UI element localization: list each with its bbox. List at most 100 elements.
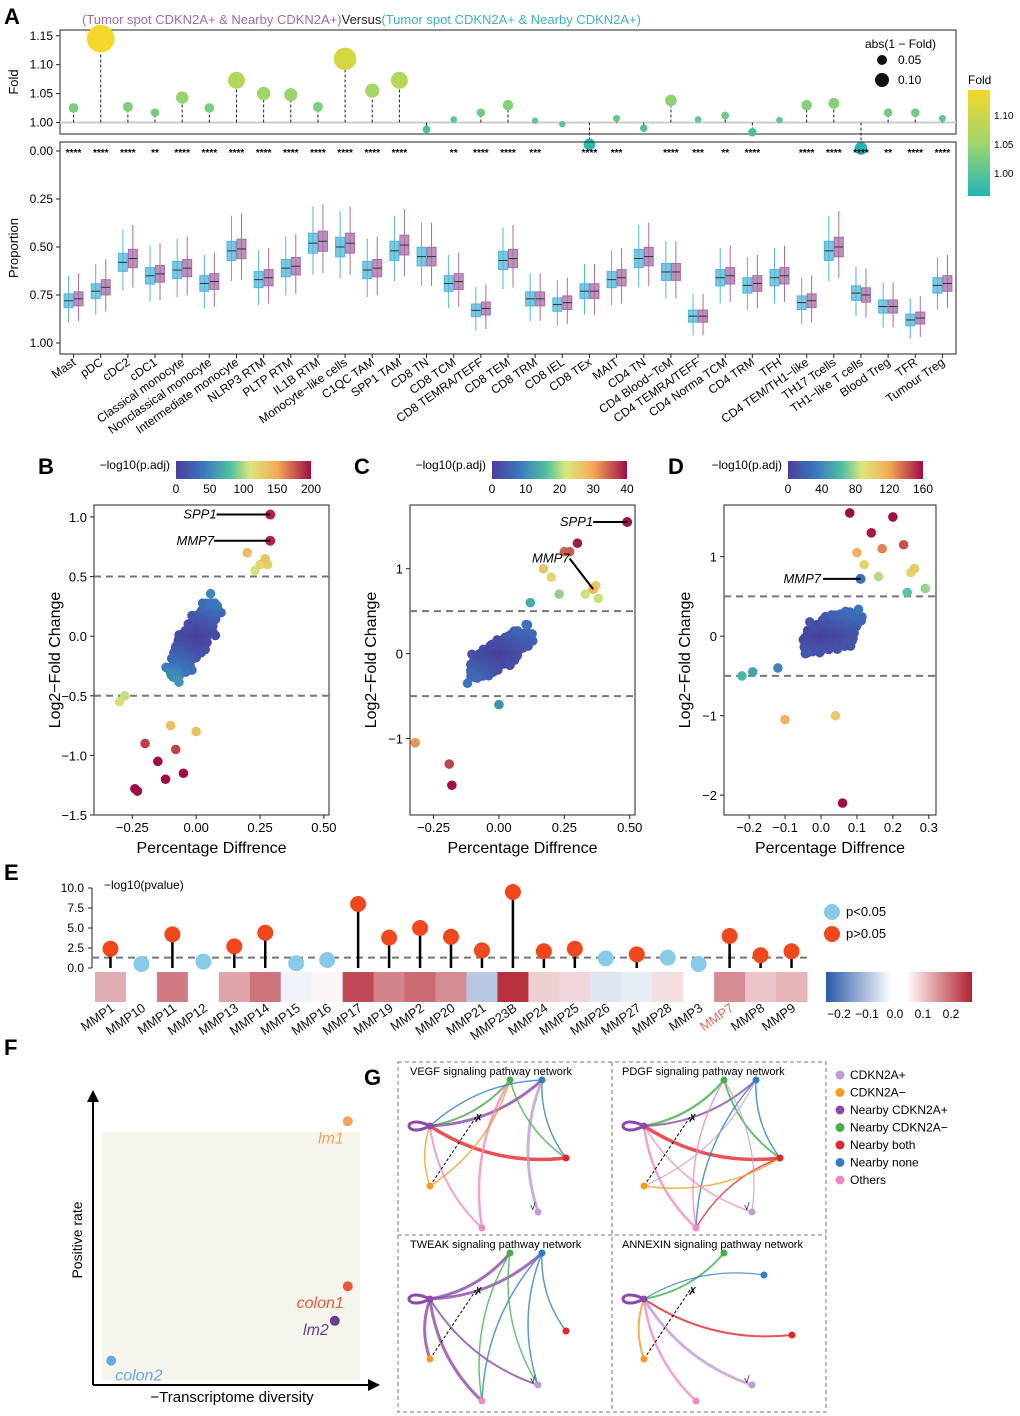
network-node bbox=[752, 1076, 760, 1084]
network-check-mark: √ bbox=[530, 1374, 536, 1386]
gene-point bbox=[909, 563, 920, 574]
panel-label-a: A bbox=[4, 4, 20, 29]
heat-cell bbox=[125, 972, 158, 1002]
network-node bbox=[776, 1154, 784, 1162]
e-legend-label: p<0.05 bbox=[846, 904, 886, 919]
colorbar-tick: 50 bbox=[203, 482, 217, 496]
proportion-tick-label: 1.00 bbox=[30, 336, 54, 350]
gene-point bbox=[877, 543, 887, 554]
f-point bbox=[106, 1355, 117, 1366]
e-legend-dot-sig bbox=[824, 904, 840, 920]
fold-dot bbox=[150, 108, 160, 117]
proportion-tick-label: 0.50 bbox=[30, 240, 54, 254]
fold-colorbar-tick: 1.10 bbox=[994, 111, 1014, 122]
gene-point bbox=[521, 619, 531, 630]
network-cross-mark: ✗ bbox=[688, 1286, 697, 1298]
network-edge bbox=[637, 1298, 645, 1360]
gene-point bbox=[800, 648, 811, 659]
network-check-mark: √ bbox=[744, 1201, 750, 1213]
significance-label: ** bbox=[721, 148, 729, 159]
heat-colorbar-tick: 0.1 bbox=[915, 1007, 932, 1021]
fold-axis-ticks: 1.00 1.05 1.10 1.15 bbox=[30, 29, 956, 129]
gene-point bbox=[902, 587, 913, 598]
f-point-label: colon1 bbox=[297, 1295, 344, 1312]
e-dot bbox=[164, 926, 181, 943]
fold-plot-frame bbox=[59, 29, 957, 135]
fold-dot bbox=[694, 116, 702, 123]
x-tick-label: 0.25 bbox=[247, 820, 272, 835]
y-tick-label: 0.5 bbox=[69, 570, 87, 585]
proportion-axis-ticks: 1.00 0.75 0.50 0.25 0.00 bbox=[30, 144, 60, 350]
gene-point bbox=[826, 610, 837, 620]
heat-cell bbox=[342, 972, 375, 1002]
e-dot bbox=[319, 952, 336, 968]
significance-label: **** bbox=[826, 148, 842, 159]
significance-label: *** bbox=[692, 148, 704, 159]
network-edge bbox=[477, 1079, 512, 1229]
gene-point bbox=[462, 678, 473, 689]
significance-label: **** bbox=[473, 148, 489, 159]
network-edge bbox=[643, 1272, 765, 1300]
significance-label: **** bbox=[663, 148, 679, 159]
gene-label: MMP7 bbox=[532, 551, 570, 566]
volcano-plot-b: −log10(p.adj)0 50 100 150 200 −0.25 0.00 0.25 0.… bbox=[47, 458, 337, 857]
network-edge bbox=[643, 1298, 793, 1338]
gene-point bbox=[153, 756, 163, 767]
network-edge bbox=[692, 1079, 725, 1229]
significance-label: **** bbox=[174, 148, 190, 159]
heat-cell bbox=[373, 972, 406, 1002]
gene-point bbox=[572, 538, 583, 549]
gene-point bbox=[898, 539, 909, 550]
proportion-tick-label: 0.75 bbox=[30, 288, 54, 302]
network-node bbox=[426, 1295, 434, 1303]
significance-label: ** bbox=[884, 148, 892, 159]
signaling-networks: VEGF signaling pathway network✗√PDGF sig… bbox=[397, 1061, 948, 1413]
fold-dot bbox=[801, 99, 812, 111]
category-label: Mast bbox=[49, 355, 79, 382]
colorbar-title: −log10(p.adj) bbox=[416, 458, 486, 472]
network-edge bbox=[481, 1252, 543, 1402]
fold-dot bbox=[312, 101, 323, 112]
y-tick-label: −1 bbox=[388, 732, 403, 747]
gene-point bbox=[505, 660, 515, 671]
network-node bbox=[534, 1381, 542, 1389]
gene-point bbox=[839, 641, 850, 652]
network-node bbox=[760, 1271, 768, 1279]
x-tick-label: 0.00 bbox=[184, 820, 209, 835]
gene-point bbox=[564, 546, 575, 557]
e-dot bbox=[257, 924, 274, 941]
mmp-lollipop-heatmap: 10.07.55.02.50.0−log10(pvalue)MMP1MMP10M… bbox=[61, 878, 972, 1043]
network-self-loop bbox=[621, 1293, 645, 1305]
significance-label: *** bbox=[611, 148, 623, 159]
x-tick-label: 0.3 bbox=[920, 820, 938, 835]
heat-cell bbox=[776, 972, 808, 1002]
gene-point bbox=[410, 738, 421, 748]
color-legend-title: Fold bbox=[968, 73, 991, 87]
fold-dot bbox=[390, 71, 408, 89]
colorbar-tick: 0 bbox=[489, 482, 496, 496]
gene-point bbox=[773, 663, 783, 673]
fold-dot bbox=[86, 24, 115, 53]
x-tick-label: 0.50 bbox=[311, 820, 336, 835]
e-dot bbox=[473, 942, 490, 959]
fold-dot bbox=[854, 142, 868, 155]
gene-point bbox=[512, 626, 523, 636]
heat-cell bbox=[95, 972, 127, 1002]
category-label: cDC2 bbox=[100, 355, 133, 384]
network-node bbox=[506, 1249, 514, 1257]
e-dot bbox=[412, 920, 429, 936]
network-node bbox=[720, 1076, 728, 1084]
network-node bbox=[538, 1076, 546, 1084]
colorbar-tick: 10 bbox=[519, 482, 533, 496]
network-node bbox=[640, 1355, 648, 1363]
network-node bbox=[506, 1076, 514, 1084]
network-title: ANNEXIN signaling pathway network bbox=[622, 1239, 803, 1251]
fold-tick-label: 1.00 bbox=[30, 115, 54, 129]
heat-colorbar bbox=[826, 972, 972, 1002]
gene-point bbox=[178, 768, 189, 779]
network-node bbox=[788, 1331, 796, 1339]
colorbar bbox=[492, 461, 627, 479]
fold-dot bbox=[422, 125, 431, 134]
significance-label: **** bbox=[853, 148, 869, 159]
y-tick-label: 1.0 bbox=[69, 510, 87, 525]
